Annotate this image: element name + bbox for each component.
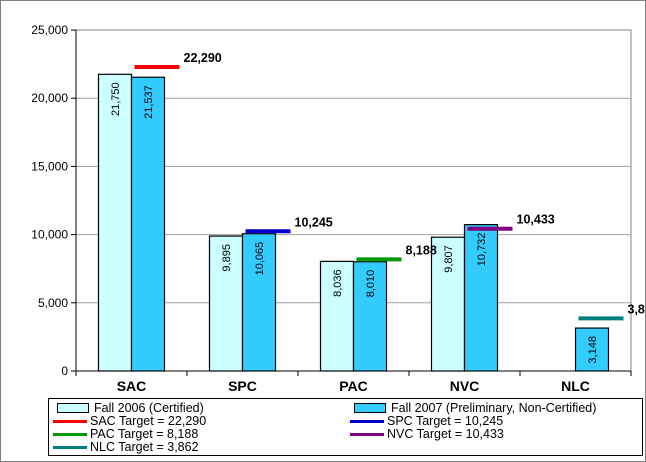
legend-item-spc-target: SPC Target = 10,245 bbox=[350, 414, 503, 428]
target-label-spc: 10,245 bbox=[295, 215, 333, 229]
target-label-pac: 8,188 bbox=[406, 243, 437, 257]
data-label-nvc-series-1: 9,807 bbox=[443, 245, 455, 273]
bar-spc-series-1 bbox=[208, 235, 244, 372]
legend-label-sac-target: SAC Target = 22,290 bbox=[90, 414, 207, 428]
target-label-nlc: 3,862 bbox=[628, 302, 646, 316]
legend-swatch-fall-2006 bbox=[57, 403, 89, 413]
y-tick-label: 10,000 bbox=[31, 228, 68, 242]
legend-item-sac-target: SAC Target = 22,290 bbox=[53, 414, 206, 428]
legend-item-fall-2007: Fall 2007 (Preliminary, Non-Certified) bbox=[354, 401, 596, 415]
bar-nvc-series-2 bbox=[463, 224, 499, 372]
target-label-sac: 22,290 bbox=[184, 51, 222, 65]
legend-item-pac-target: PAC Target = 8,188 bbox=[53, 427, 198, 441]
bar-pac-series-1 bbox=[319, 260, 355, 372]
legend-label-fall-2006: Fall 2006 (Certified) bbox=[94, 401, 204, 415]
legend-line-pac-target bbox=[53, 432, 87, 436]
data-label-sac-series-2: 21,537 bbox=[143, 85, 155, 119]
legend-item-nlc-target: NLC Target = 3,862 bbox=[53, 440, 199, 454]
legend-line-spc-target bbox=[350, 419, 384, 423]
x-tick-label-nlc: NLC bbox=[561, 378, 590, 394]
y-tick-label: 25,000 bbox=[31, 23, 68, 37]
legend: Fall 2006 (Certified) Fall 2007 (Prelimi… bbox=[48, 398, 643, 456]
legend-label-nvc-target: NVC Target = 10,433 bbox=[387, 427, 504, 441]
legend-label-spc-target: SPC Target = 10,245 bbox=[387, 414, 504, 428]
x-tick-label-pac: PAC bbox=[339, 378, 368, 394]
bar-spc-series-2 bbox=[241, 233, 277, 372]
data-label-sac-series-1: 21,750 bbox=[110, 82, 122, 116]
bar-chart: 0 5,000 10,000 15,000 20,000 25,000 SAC SPC PAC N… bbox=[31, 23, 646, 394]
legend-line-nlc-target bbox=[53, 445, 87, 449]
x-tick-label-nvc: NVC bbox=[450, 378, 480, 394]
y-tick-label: 0 bbox=[61, 364, 68, 378]
x-tick-label-spc: SPC bbox=[228, 378, 257, 394]
x-tick-label-sac: SAC bbox=[117, 378, 147, 394]
data-label-spc-series-1: 9,895 bbox=[221, 244, 233, 272]
legend-item-nvc-target: NVC Target = 10,433 bbox=[350, 427, 504, 441]
data-label-pac-series-2: 8,010 bbox=[365, 270, 377, 298]
bar-nlc-series-2 bbox=[574, 327, 610, 372]
data-label-nvc-series-2: 10,732 bbox=[476, 233, 488, 267]
legend-item-fall-2006: Fall 2006 (Certified) bbox=[57, 401, 204, 415]
legend-swatch-fall-2007 bbox=[354, 403, 386, 413]
data-label-nlc-series-2: 3,148 bbox=[587, 336, 599, 364]
data-label-pac-series-1: 8,036 bbox=[332, 269, 344, 297]
bar-sac-series-2 bbox=[130, 76, 166, 372]
bar-sac-series-1 bbox=[97, 73, 133, 372]
legend-line-sac-target bbox=[53, 419, 87, 423]
data-label-spc-series-2: 10,065 bbox=[254, 242, 266, 276]
legend-label-nlc-target: NLC Target = 3,862 bbox=[90, 440, 199, 454]
bar-pac-series-2 bbox=[352, 261, 388, 372]
y-tick-label: 15,000 bbox=[31, 159, 68, 173]
y-tick-label: 5,000 bbox=[38, 296, 68, 310]
target-label-nvc: 10,433 bbox=[517, 213, 555, 227]
bar-nvc-series-1 bbox=[430, 236, 466, 372]
y-tick-label: 20,000 bbox=[31, 91, 68, 105]
legend-label-fall-2007: Fall 2007 (Preliminary, Non-Certified) bbox=[391, 401, 597, 415]
legend-line-nvc-target bbox=[350, 432, 384, 436]
legend-label-pac-target: PAC Target = 8,188 bbox=[90, 427, 199, 441]
